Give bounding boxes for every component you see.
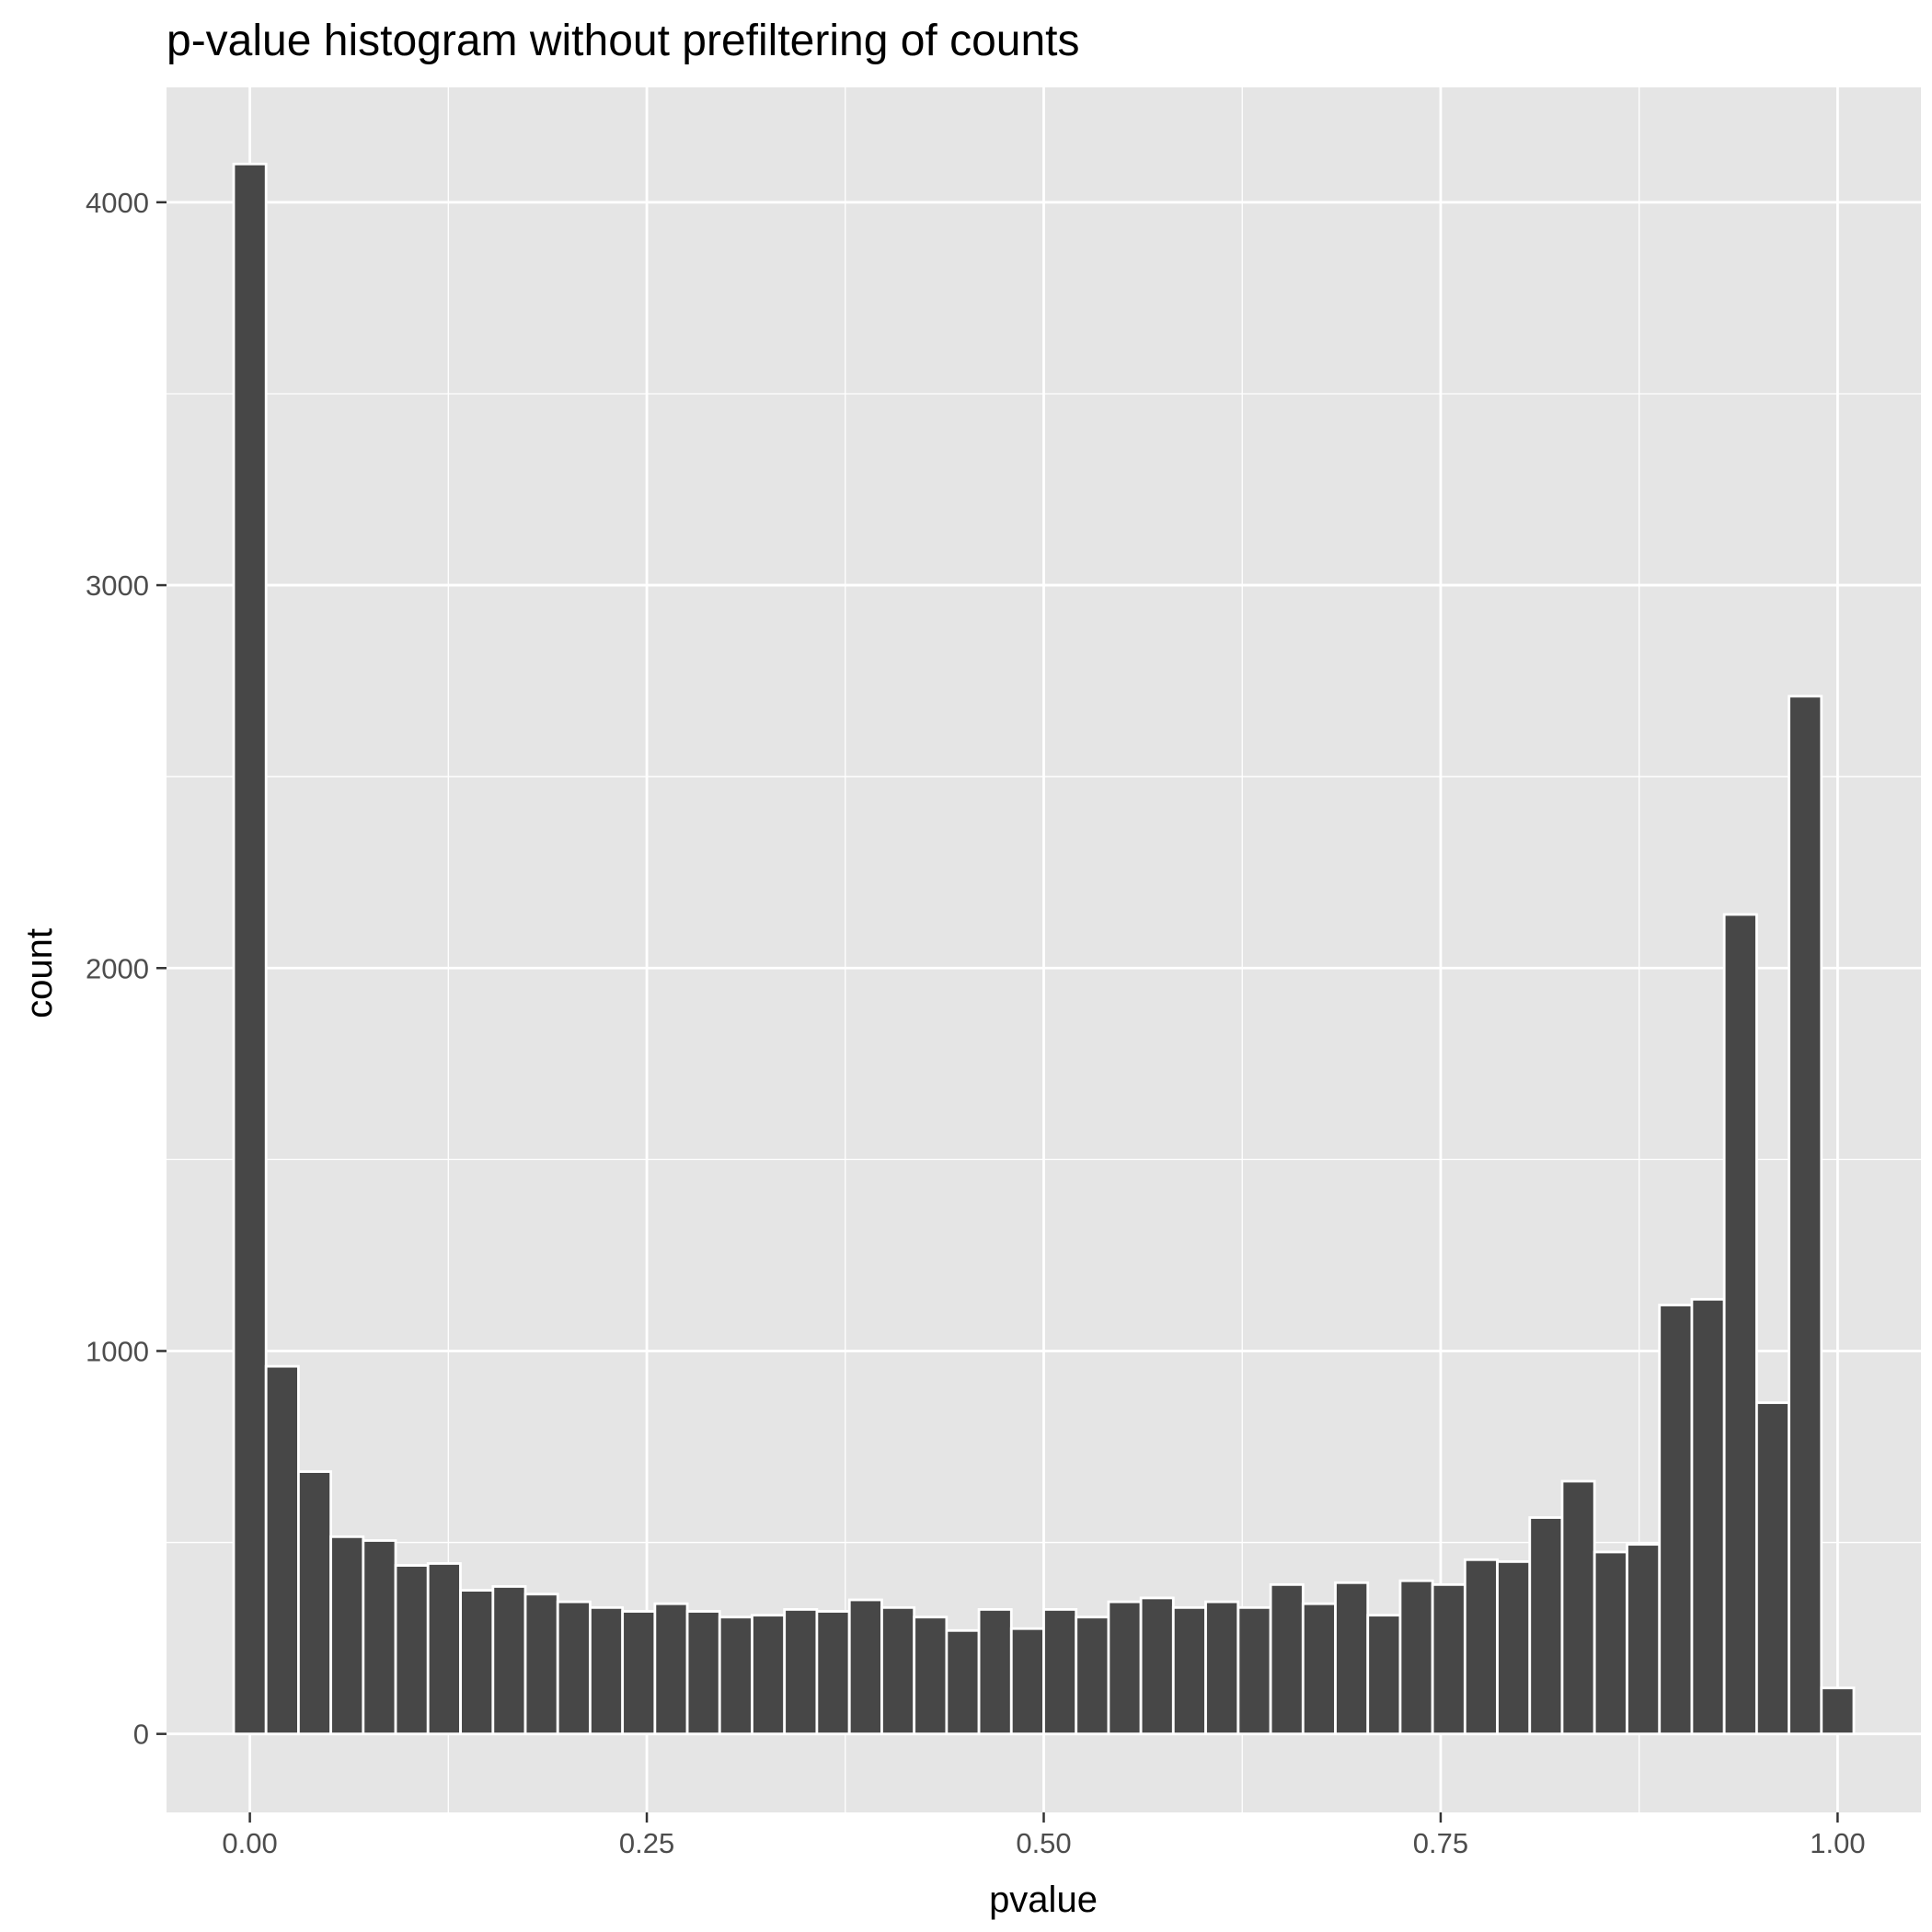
y-axis-title: count [19, 928, 60, 1018]
histogram-bar [913, 1616, 949, 1736]
histogram-bar [1820, 1686, 1856, 1736]
histogram-bars [232, 162, 1856, 1736]
histogram-bar [1366, 1614, 1402, 1736]
histogram-bar [589, 1605, 625, 1736]
histogram-bar [977, 1608, 1013, 1736]
histogram-bar [1463, 1558, 1499, 1736]
histogram-bar [1593, 1550, 1628, 1736]
histogram-bar [491, 1585, 527, 1736]
histogram-bar [1754, 1401, 1790, 1736]
histogram-bar [394, 1564, 430, 1736]
histogram-bar [362, 1539, 397, 1736]
x-tick-label: 0.00 [222, 1827, 277, 1859]
histogram-bar [880, 1605, 916, 1736]
histogram-bar [1528, 1516, 1564, 1736]
histogram-bar [264, 1364, 300, 1736]
y-tick-label: 2000 [86, 952, 149, 984]
x-axis: 0.00 0.25 0.50 0.75 1.00 [222, 1812, 1866, 1859]
histogram-bar [1204, 1600, 1240, 1736]
histogram-bar [945, 1628, 981, 1736]
y-tick-label: 4000 [86, 187, 149, 219]
histogram-bar [1009, 1627, 1045, 1736]
y-tick-label: 1000 [86, 1335, 149, 1367]
histogram-bar [847, 1598, 883, 1736]
histogram-bar [1560, 1479, 1596, 1736]
histogram-bar [1075, 1616, 1110, 1736]
chart-title: p-value histogram without prefiltering o… [167, 17, 1080, 65]
x-tick-label: 0.50 [1016, 1827, 1071, 1859]
histogram-bar [426, 1562, 462, 1736]
histogram-bar [1496, 1559, 1532, 1736]
histogram-bar [1236, 1605, 1272, 1736]
x-tick-label: 1.00 [1810, 1827, 1865, 1859]
histogram-bar [329, 1535, 365, 1736]
histogram-bar [1269, 1582, 1305, 1736]
x-tick-label: 0.25 [619, 1827, 674, 1859]
histogram-bar [523, 1593, 559, 1736]
histogram-bar [1690, 1297, 1726, 1736]
y-axis: 0 1000 2000 3000 4000 [86, 187, 167, 1751]
histogram-bar [1139, 1596, 1175, 1736]
histogram-bar [653, 1602, 689, 1736]
histogram-bar [621, 1610, 657, 1736]
histogram-bar [1626, 1543, 1662, 1736]
histogram-bar [1431, 1582, 1466, 1736]
histogram-bar [1788, 695, 1823, 1736]
histogram-bar [1658, 1304, 1694, 1736]
histogram-bar [1398, 1579, 1434, 1736]
y-tick-label: 0 [133, 1719, 149, 1751]
histogram-bar [232, 162, 268, 1736]
histogram-bar [1171, 1605, 1207, 1736]
histogram-bar [1042, 1608, 1078, 1736]
histogram-bar [783, 1608, 819, 1736]
y-tick-label: 3000 [86, 569, 149, 602]
histogram-bar [751, 1614, 787, 1736]
histogram-bar [685, 1610, 721, 1736]
histogram-bar [1107, 1600, 1143, 1736]
histogram-bar [1722, 913, 1758, 1736]
histogram-bar [1301, 1602, 1337, 1736]
x-axis-title: pvalue [989, 1880, 1098, 1920]
histogram-bar [556, 1600, 592, 1736]
histogram-bar [459, 1589, 495, 1736]
histogram-bar [297, 1470, 333, 1736]
histogram-bar [815, 1610, 851, 1736]
histogram-bar [718, 1616, 753, 1736]
x-tick-label: 0.75 [1413, 1827, 1468, 1859]
histogram-bar [1334, 1581, 1370, 1736]
